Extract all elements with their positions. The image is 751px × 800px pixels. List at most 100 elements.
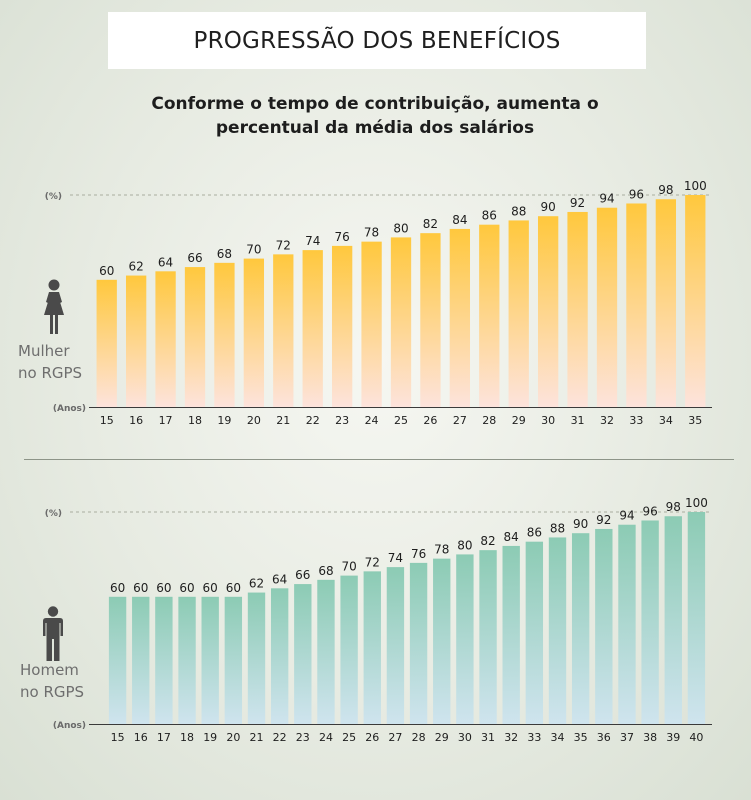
women-bar bbox=[243, 258, 265, 407]
women-bar bbox=[273, 254, 294, 407]
men-value-label: 88 bbox=[550, 521, 565, 535]
women-tick-label: 34 bbox=[659, 414, 673, 427]
men-tick-label: 26 bbox=[365, 731, 379, 744]
men-tick-label: 36 bbox=[597, 731, 611, 744]
men-bar-chart: (%) 60 15 60 16 60 17 60 18 60 19 60 20 62 21 64 22 66 23 6… bbox=[45, 496, 712, 744]
men-x-axis-label: (Anos) bbox=[53, 721, 86, 731]
men-bar bbox=[201, 596, 219, 724]
women-value-label: 84 bbox=[452, 213, 467, 227]
men-tick-label: 34 bbox=[551, 731, 565, 744]
men-tick-label: 16 bbox=[134, 731, 148, 744]
men-value-label: 76 bbox=[411, 547, 426, 561]
man-icon bbox=[41, 606, 65, 667]
men-value-label: 92 bbox=[596, 513, 611, 527]
women-tick-label: 30 bbox=[541, 414, 555, 427]
men-caption-line-1: Homem bbox=[20, 661, 79, 679]
men-y-axis-label: (%) bbox=[45, 509, 62, 519]
women-tick-label: 16 bbox=[129, 414, 143, 427]
women-value-label: 72 bbox=[276, 238, 291, 252]
men-value-label: 100 bbox=[685, 496, 708, 510]
women-x-axis-label: (Anos) bbox=[53, 404, 86, 414]
men-tick-label: 30 bbox=[458, 731, 472, 744]
men-tick-label: 15 bbox=[111, 731, 125, 744]
men-value-label: 60 bbox=[156, 581, 171, 595]
women-bar bbox=[184, 267, 206, 407]
men-tick-label: 38 bbox=[643, 731, 657, 744]
men-tick-label: 20 bbox=[226, 731, 240, 744]
subtitle-line-1: Conforme o tempo de contribuição, aument… bbox=[151, 94, 599, 114]
men-bar bbox=[270, 588, 289, 724]
men-bar bbox=[224, 596, 243, 724]
women-tick-label: 32 bbox=[600, 414, 614, 427]
women-value-label: 90 bbox=[540, 200, 555, 214]
men-bar bbox=[548, 537, 567, 724]
women-value-label: 78 bbox=[364, 226, 379, 240]
women-bar bbox=[596, 207, 618, 407]
women-bar bbox=[626, 203, 647, 407]
men-value-label: 64 bbox=[272, 572, 287, 586]
men-value-label: 60 bbox=[110, 581, 125, 595]
men-bar bbox=[595, 528, 613, 724]
women-value-label: 62 bbox=[128, 260, 143, 274]
women-bar bbox=[449, 228, 471, 407]
men-bar bbox=[618, 524, 636, 724]
women-tick-label: 20 bbox=[247, 414, 261, 427]
women-bar bbox=[420, 233, 441, 407]
men-bar bbox=[571, 533, 590, 724]
subtitle-line-2: percentual da média dos salários bbox=[215, 118, 535, 138]
men-tick-label: 32 bbox=[504, 731, 518, 744]
men-bar bbox=[409, 562, 428, 724]
men-bar bbox=[317, 579, 335, 724]
women-bar bbox=[479, 224, 500, 407]
men-value-label: 74 bbox=[388, 551, 403, 565]
women-caption-line-2: no RGPS bbox=[18, 364, 83, 382]
men-value-label: 60 bbox=[133, 581, 148, 595]
women-tick-label: 33 bbox=[629, 414, 643, 427]
men-bar bbox=[363, 571, 381, 724]
men-tick-label: 24 bbox=[319, 731, 333, 744]
men-tick-label: 28 bbox=[412, 731, 426, 744]
men-value-label: 94 bbox=[619, 509, 634, 523]
women-tick-label: 21 bbox=[276, 414, 290, 427]
men-bar bbox=[108, 596, 127, 724]
men-value-label: 68 bbox=[318, 564, 333, 578]
men-value-label: 70 bbox=[341, 560, 356, 574]
women-tick-label: 23 bbox=[335, 414, 349, 427]
men-value-label: 84 bbox=[504, 530, 519, 544]
women-tick-label: 19 bbox=[217, 414, 231, 427]
women-tick-label: 26 bbox=[423, 414, 437, 427]
men-value-label: 60 bbox=[203, 581, 218, 595]
women-value-label: 68 bbox=[217, 247, 232, 261]
women-value-label: 80 bbox=[393, 221, 408, 235]
women-value-label: 64 bbox=[158, 255, 173, 269]
men-bar bbox=[386, 567, 405, 724]
men-bar bbox=[479, 550, 497, 724]
women-tick-label: 24 bbox=[365, 414, 379, 427]
men-bar bbox=[433, 558, 451, 724]
women-value-label: 76 bbox=[334, 230, 349, 244]
title-box: PROGRESSÃO DOS BENEFÍCIOS bbox=[108, 12, 646, 69]
page-title: PROGRESSÃO DOS BENEFÍCIOS bbox=[193, 27, 561, 54]
men-value-label: 66 bbox=[295, 568, 310, 582]
women-bar bbox=[508, 220, 529, 407]
men-tick-label: 27 bbox=[388, 731, 402, 744]
women-tick-label: 31 bbox=[571, 414, 585, 427]
men-bar bbox=[664, 516, 682, 724]
men-tick-label: 40 bbox=[689, 731, 703, 744]
men-value-label: 90 bbox=[573, 517, 588, 531]
men-value-label: 60 bbox=[179, 581, 194, 595]
men-bar bbox=[247, 592, 266, 724]
women-bar bbox=[655, 199, 677, 407]
women-bar-chart: (%) 60 15 62 16 64 17 66 18 68 19 70 20 72 21 74 22 76 23 7… bbox=[45, 179, 712, 427]
women-value-label: 88 bbox=[511, 204, 526, 218]
men-tick-label: 23 bbox=[296, 731, 310, 744]
men-bar bbox=[456, 554, 474, 724]
women-bar bbox=[214, 262, 235, 407]
women-value-label: 92 bbox=[570, 196, 585, 210]
women-tick-label: 27 bbox=[453, 414, 467, 427]
women-caption: Mulher no RGPS bbox=[18, 340, 82, 384]
men-value-label: 96 bbox=[642, 504, 657, 518]
men-value-label: 86 bbox=[527, 526, 542, 540]
women-bar bbox=[390, 237, 412, 407]
men-caption-line-2: no RGPS bbox=[20, 683, 85, 701]
